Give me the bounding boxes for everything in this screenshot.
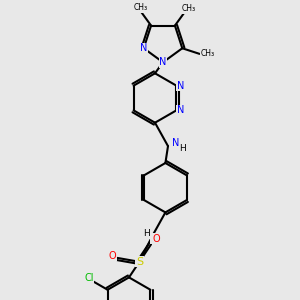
Text: CH₃: CH₃ (134, 3, 148, 12)
Text: S: S (136, 257, 143, 267)
Text: N: N (177, 105, 184, 115)
Text: N: N (177, 81, 184, 91)
Text: N: N (172, 138, 180, 148)
Text: CH₃: CH₃ (200, 50, 215, 58)
Text: H: H (180, 144, 186, 153)
Text: CH₃: CH₃ (182, 4, 196, 14)
Text: O: O (109, 251, 116, 261)
Text: O: O (153, 234, 160, 244)
Text: N: N (140, 43, 147, 53)
Text: H: H (143, 229, 150, 238)
Text: N: N (159, 57, 167, 67)
Text: N: N (151, 234, 158, 244)
Text: Cl: Cl (84, 273, 94, 283)
